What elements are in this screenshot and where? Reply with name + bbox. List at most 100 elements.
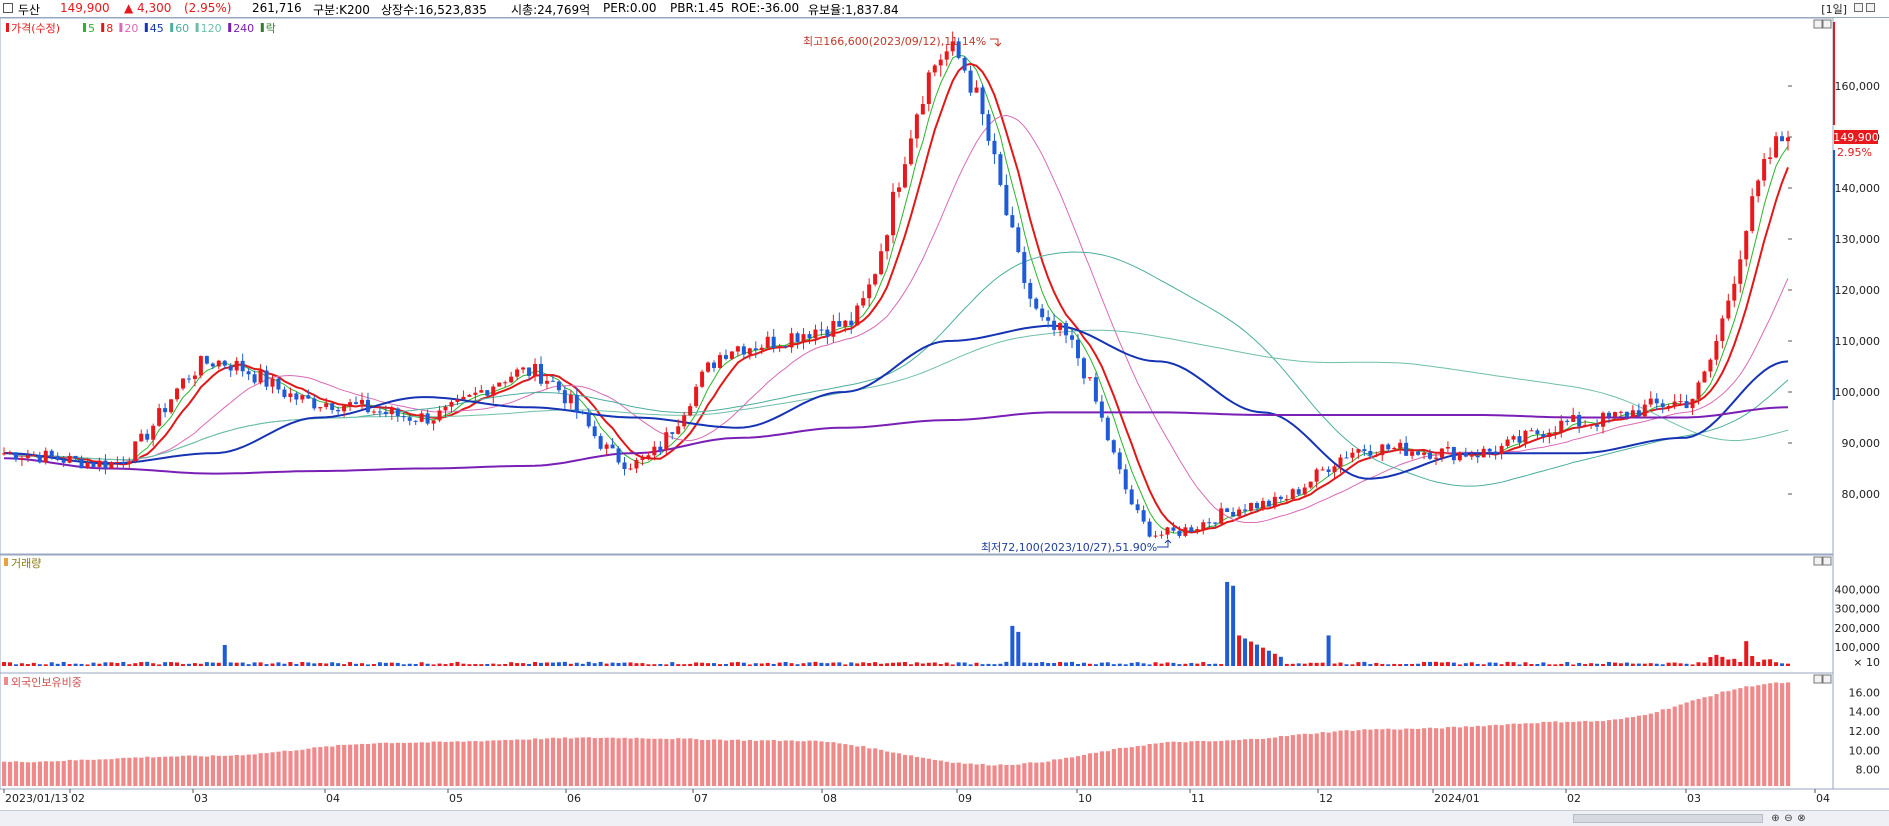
candle-body (1726, 300, 1731, 319)
candle-body (533, 363, 538, 376)
foreign-bar (813, 740, 818, 786)
volume-bar (1481, 664, 1486, 666)
foreign-bar (79, 759, 84, 786)
foreign-minimize-icon[interactable] (1813, 674, 1823, 684)
chart-scrollbar[interactable]: ⊕ ⊖ ⊗ (0, 810, 1889, 826)
volume-bar (729, 662, 734, 666)
foreign-close-icon[interactable] (1822, 674, 1832, 684)
stock-name[interactable]: 두산 (18, 3, 41, 17)
candle-body (1451, 446, 1456, 461)
candle-body (264, 370, 269, 387)
candle-body (1547, 432, 1552, 437)
volume-bar (449, 663, 454, 666)
foreign-bar (1117, 747, 1122, 786)
minimize-icon[interactable] (1854, 3, 1863, 12)
volume-bar (1093, 664, 1098, 666)
foreign-bar (1535, 723, 1540, 786)
zoom-in-icon[interactable]: ⊕ (1771, 813, 1780, 824)
candle-body (1052, 320, 1057, 330)
x-tick-label: 05 (449, 792, 463, 805)
volume-bar (1439, 662, 1444, 666)
candle-body (706, 362, 711, 372)
foreign-bar (694, 739, 699, 786)
foreign-bar (592, 738, 597, 786)
close-icon[interactable] (1866, 3, 1875, 12)
volume-bar (1338, 662, 1343, 666)
foreign-bar (676, 738, 681, 786)
foreign-bar (288, 751, 293, 786)
foreign-bar (688, 738, 693, 786)
price-close-icon[interactable] (1822, 19, 1832, 29)
volume-bar (986, 663, 991, 666)
volume-bar (180, 664, 185, 666)
volume-bar (425, 663, 430, 666)
candle-body (568, 394, 573, 404)
volume-close-icon[interactable] (1822, 556, 1832, 566)
scroll-thumb[interactable] (1573, 814, 1763, 823)
candle-body (204, 356, 209, 364)
foreign-bar (1040, 762, 1045, 786)
volume-bar (1135, 662, 1140, 666)
foreign-y-axis: 16.00 14.00 12.00 10.00 8.00 (1849, 686, 1881, 776)
volume-bar (1541, 662, 1546, 666)
volume-bar (1445, 662, 1450, 666)
foreign-bar (1601, 721, 1606, 786)
candle-body (1028, 282, 1033, 299)
foreign-bar (103, 759, 108, 786)
candle-body (1493, 451, 1498, 455)
candle-body (1362, 449, 1367, 451)
foreign-bar (598, 737, 603, 786)
foreign-bar (1762, 684, 1767, 786)
foreign-bar (1070, 757, 1075, 786)
volume-bar (1624, 662, 1629, 666)
candle-body (1577, 414, 1582, 427)
foreign-bar (944, 761, 949, 786)
volume-bar (1505, 661, 1510, 666)
candle-body (980, 87, 985, 115)
checkbox-icon[interactable] (3, 3, 13, 13)
foreign-bar (377, 742, 383, 786)
foreign-bar (109, 759, 114, 786)
volume-minimize-icon[interactable] (1813, 556, 1823, 566)
foreign-bar (1105, 751, 1111, 786)
low-annotation: 최저72,100(2023/10/27),51.90% (981, 541, 1157, 554)
volume-bar (109, 662, 114, 666)
foreign-bar (37, 761, 42, 786)
price-minimize-icon[interactable] (1813, 19, 1823, 29)
volume-bar (246, 664, 251, 666)
candle-body (1714, 341, 1719, 360)
candle-body (383, 411, 388, 415)
candle-body (7, 452, 12, 454)
candle-body (998, 154, 1003, 185)
candle-body (67, 455, 72, 463)
candle-body (729, 351, 734, 359)
volume-bar (252, 662, 257, 666)
candle-body (1744, 231, 1749, 260)
volume-bar (175, 662, 180, 666)
candle-body (1183, 527, 1188, 536)
volume-bar (2, 662, 6, 666)
volume-bar (837, 662, 842, 666)
volume-bar (91, 662, 96, 666)
legend-swatch (144, 23, 148, 32)
zoom-out-icon[interactable]: ⊖ (1784, 813, 1793, 824)
foreign-bar (885, 751, 890, 786)
volume-bar (1189, 662, 1194, 666)
legend-swatch (170, 23, 174, 32)
volume-bar (1589, 663, 1594, 666)
volume-title: 거래량 (11, 557, 41, 570)
zoom-reset-icon[interactable]: ⊗ (1797, 813, 1806, 824)
foreign-bar (228, 755, 233, 786)
period-selector[interactable]: [1일] (1821, 3, 1847, 16)
foreign-bar (1738, 688, 1743, 786)
volume-bar (1750, 656, 1755, 666)
volume-bar (1422, 661, 1427, 666)
volume-bar (676, 664, 681, 666)
volume-bar (896, 662, 901, 666)
foreign-bar (312, 747, 317, 786)
x-tick-label: 09 (958, 792, 972, 805)
volume-bar (413, 663, 418, 666)
volume-bar (628, 662, 633, 666)
foreign-bar (1583, 720, 1588, 786)
